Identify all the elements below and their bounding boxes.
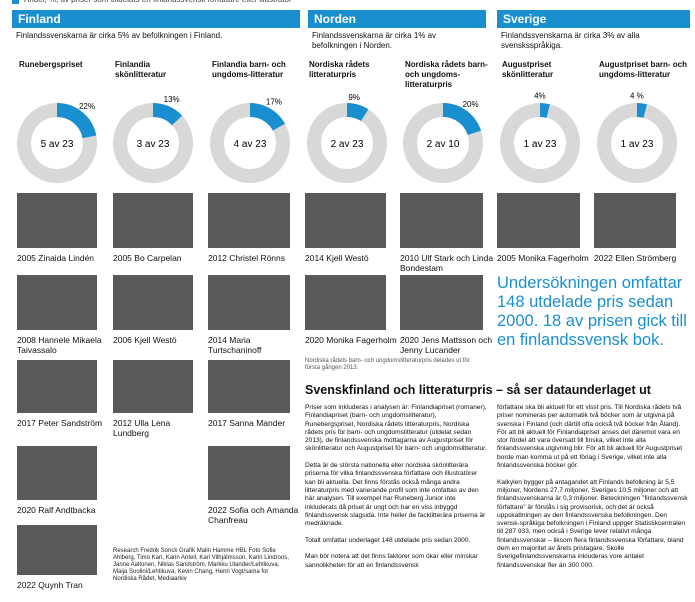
photo bbox=[113, 360, 193, 413]
photo-caption: 2006 Kjell Westö bbox=[113, 335, 177, 345]
photo bbox=[305, 275, 386, 330]
value-label: 22% bbox=[79, 102, 95, 111]
photo bbox=[17, 360, 97, 413]
value-label: 4% bbox=[534, 91, 546, 100]
donut-segment bbox=[442, 103, 482, 136]
photo-caption: 2005 Monika Fagerholm bbox=[497, 253, 589, 263]
donut-title: Runebergspriset bbox=[19, 60, 83, 69]
donut-segment bbox=[539, 103, 550, 118]
donut-segment bbox=[152, 103, 183, 126]
center-label: 1 av 23 bbox=[524, 139, 557, 150]
photo-note: Nordiska rådets barn- och ungdomslittera… bbox=[305, 358, 470, 371]
section-intro: Finlandssvenskarna är cirka 1% av befolk… bbox=[312, 31, 437, 50]
photo-caption: 2022 Sofia och Amanda Chanfreau bbox=[208, 505, 299, 525]
photo-caption: 2020 Monika Fagerholm bbox=[305, 335, 397, 345]
photo bbox=[17, 525, 97, 575]
center-label: 2 av 10 bbox=[427, 139, 460, 150]
photo-caption: 2020 Ralf Andtbacka bbox=[17, 505, 96, 515]
photo-caption: 2012 Ulla Lena Lundberg bbox=[113, 418, 171, 438]
center-label: 3 av 23 bbox=[137, 139, 170, 150]
photo-caption: 2012 Christel Rönns bbox=[208, 253, 286, 263]
center-label: 2 av 23 bbox=[331, 139, 364, 150]
photo-caption: 2005 Bo Carpelan bbox=[113, 253, 182, 263]
photo-caption: 2017 Sanna Mander bbox=[208, 418, 286, 428]
photo bbox=[208, 360, 290, 413]
photo bbox=[113, 275, 193, 330]
donut-segment bbox=[56, 103, 97, 139]
article-column: Priser som inkluderas i analysen är: Fin… bbox=[305, 404, 487, 569]
donut-segment bbox=[346, 103, 369, 122]
photo bbox=[208, 446, 290, 500]
section-intro: Finlandssvenskarna är cirka 5% av befolk… bbox=[16, 31, 223, 40]
photo-caption: 2017 Peter Sandström bbox=[17, 418, 103, 428]
photo bbox=[400, 193, 483, 248]
article-column: författare ska bli aktuell för ett visst… bbox=[497, 404, 688, 569]
photo bbox=[17, 275, 97, 330]
donut-title: Finlandia barn- och ungdoms-litteratur bbox=[212, 60, 286, 79]
photo-caption: 2022 Ellen Strömberg bbox=[594, 253, 677, 263]
donut-segment bbox=[636, 103, 647, 118]
donut-title: Nordiska rådets barn- och ungdoms-litter… bbox=[405, 60, 488, 89]
center-label: 4 av 23 bbox=[234, 139, 267, 150]
credits: Research Fredrik Sonck Grafik Malin Hamm… bbox=[113, 548, 289, 582]
photo bbox=[400, 275, 483, 330]
value-label: 9% bbox=[348, 93, 360, 102]
photo-caption: 2014 Maria Turtschaninoff bbox=[208, 335, 262, 355]
donut-title: Nordiska rådets litteraturpris bbox=[309, 60, 370, 79]
value-label: 20% bbox=[463, 100, 479, 109]
photo bbox=[17, 193, 97, 248]
article-title: Svenskfinland och litteraturpris – så se… bbox=[305, 383, 651, 397]
section-title: Norden bbox=[308, 10, 486, 28]
photo bbox=[305, 193, 386, 248]
donut-title: Augustpriset skönlitteratur bbox=[502, 60, 554, 79]
photo bbox=[17, 446, 97, 500]
photo-caption: 2010 Ulf Stark och Linda Bondestam bbox=[400, 253, 494, 273]
photo-caption: 2022 Quynh Tran bbox=[17, 580, 83, 590]
section-title: Sverige bbox=[497, 10, 690, 28]
photo bbox=[497, 193, 580, 248]
section-intro: Finlandssvenskarna är cirka 3% av alla s… bbox=[501, 31, 640, 50]
highlight: Undersökningen omfattar 148 utdelade pri… bbox=[497, 274, 687, 349]
value-label: 4 % bbox=[630, 91, 644, 100]
photo-caption: 2005 Zinaida Lindén bbox=[17, 253, 95, 263]
donut-title: Augustpriset barn- och ungdoms-litteratu… bbox=[599, 60, 688, 79]
donut-segment bbox=[249, 103, 286, 131]
photo bbox=[208, 193, 290, 248]
photo-caption: 2014 Kjell Westö bbox=[305, 253, 369, 263]
value-label: 13% bbox=[164, 95, 180, 104]
legend-swatch bbox=[12, 0, 19, 4]
photo bbox=[594, 193, 676, 248]
photo bbox=[208, 275, 290, 330]
donut-title: Finlandia skönlitteratur bbox=[115, 60, 167, 79]
photo-caption: 2020 Jens Mattsson och Jenny Lucander bbox=[400, 335, 493, 355]
value-label: 17% bbox=[266, 98, 282, 107]
photo-caption: 2008 Hannele Mikaela Taivassalo bbox=[17, 335, 102, 355]
photo bbox=[113, 193, 193, 248]
center-label: 5 av 23 bbox=[41, 139, 74, 150]
section-title: Finland bbox=[12, 10, 300, 28]
center-label: 1 av 23 bbox=[621, 139, 654, 150]
legend-text: Andel, %, av priser som tilldelats en fi… bbox=[24, 0, 292, 5]
